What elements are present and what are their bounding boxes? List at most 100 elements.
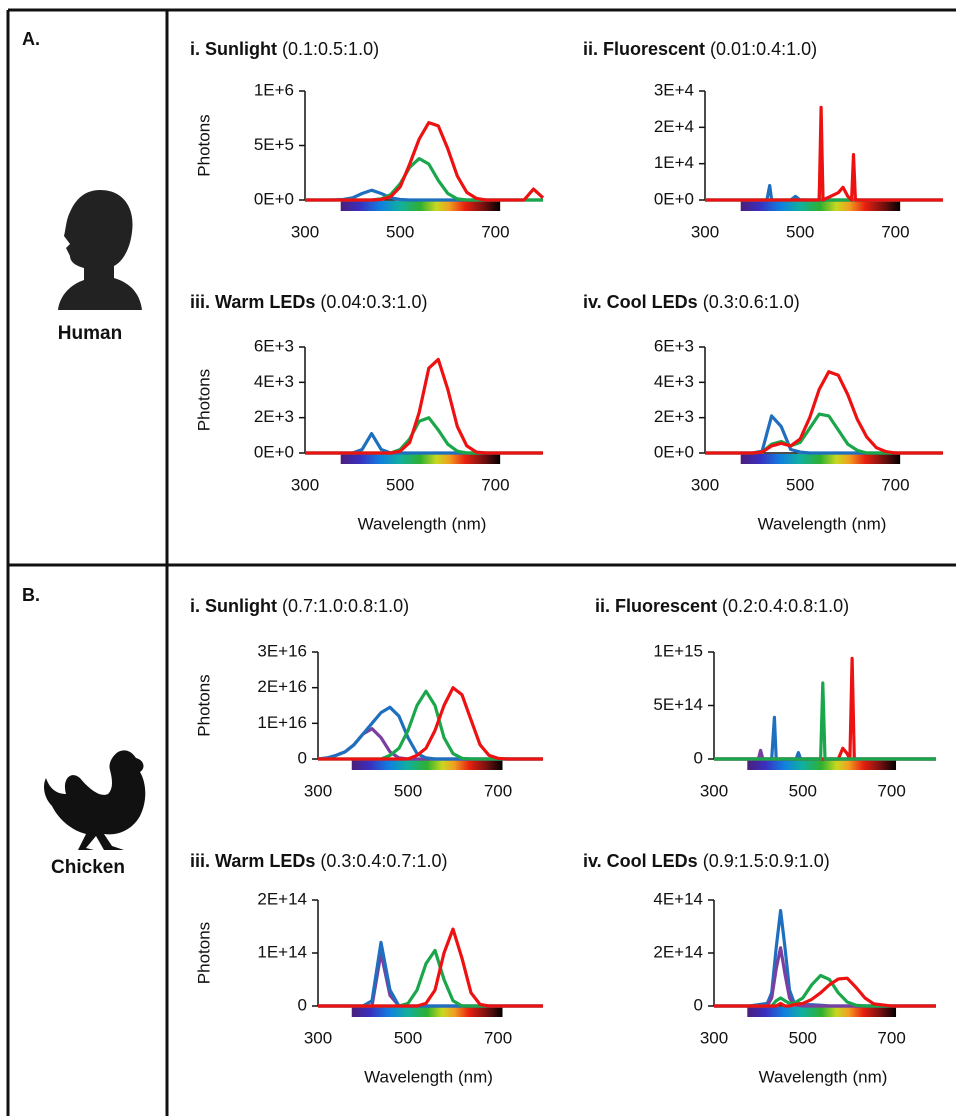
spectrum-line bbox=[305, 121, 545, 202]
spectrum-bar bbox=[740, 454, 901, 464]
title-main: ii. Fluorescent bbox=[583, 39, 705, 59]
title-main: iv. Cool LEDs bbox=[583, 851, 698, 871]
spectrum-bar bbox=[351, 1007, 503, 1017]
y-tick-label: 1E+6 bbox=[254, 80, 294, 99]
x-axis-label: Wavelength (nm) bbox=[358, 514, 487, 533]
organism-label: Human bbox=[58, 323, 122, 344]
spectrum-line bbox=[317, 705, 543, 761]
y-tick-label: 5E+14 bbox=[653, 695, 703, 714]
y-tick-label: 1E+16 bbox=[257, 713, 307, 732]
title-ratio: (0.1:0.5:1.0) bbox=[282, 39, 379, 59]
chart-title: iii. Warm LEDs (0.04:0.3:1.0) bbox=[190, 292, 427, 312]
x-tick-label: 700 bbox=[881, 222, 909, 241]
chart-title: ii. Fluorescent (0.01:0.4:1.0) bbox=[583, 39, 817, 59]
spectrum-line bbox=[317, 727, 543, 761]
y-tick-label: 4E+3 bbox=[254, 372, 294, 391]
spectrum-line bbox=[705, 105, 943, 202]
organism-label: Chicken bbox=[51, 857, 125, 878]
spectrum-bar bbox=[747, 760, 897, 770]
x-tick-label: 300 bbox=[291, 222, 319, 241]
y-tick-label: 3E+4 bbox=[654, 80, 694, 99]
y-tick-label: 6E+3 bbox=[654, 336, 694, 355]
y-tick-label: 0E+0 bbox=[654, 189, 694, 208]
title-ratio: (0.7:1.0:0.8:1.0) bbox=[282, 596, 409, 616]
x-tick-label: 300 bbox=[700, 781, 728, 800]
title-main: iii. Warm LEDs bbox=[190, 292, 315, 312]
x-axis-label: Wavelength (nm) bbox=[759, 1067, 888, 1086]
y-tick-label: 4E+3 bbox=[654, 372, 694, 391]
x-axis-label: Wavelength (nm) bbox=[758, 514, 887, 533]
title-main: i. Sunlight bbox=[190, 39, 277, 59]
chart-title: i. Sunlight (0.1:0.5:1.0) bbox=[190, 39, 379, 59]
panel-label: B. bbox=[22, 585, 40, 605]
title-ratio: (0.3:0.4:0.7:1.0) bbox=[320, 851, 447, 871]
y-tick-label: 0 bbox=[694, 995, 703, 1014]
y-tick-label: 0E+0 bbox=[254, 442, 294, 461]
spectrum-line bbox=[305, 416, 543, 455]
y-tick-label: 2E+16 bbox=[257, 677, 307, 696]
y-tick-label: 2E+3 bbox=[254, 407, 294, 426]
x-tick-label: 300 bbox=[691, 475, 719, 494]
title-ratio: (0.04:0.3:1.0) bbox=[320, 292, 427, 312]
chart-title: i. Sunlight (0.7:1.0:0.8:1.0) bbox=[190, 596, 409, 616]
y-tick-label: 0 bbox=[694, 748, 703, 767]
spectrum-line bbox=[705, 412, 943, 455]
y-tick-label: 1E+15 bbox=[653, 641, 703, 660]
spectrum-bar bbox=[740, 201, 901, 211]
x-tick-label: 700 bbox=[484, 1028, 512, 1047]
spectrum-line bbox=[318, 686, 543, 761]
spectrum-line bbox=[318, 689, 543, 761]
x-tick-label: 500 bbox=[394, 1028, 422, 1047]
x-tick-label: 500 bbox=[786, 222, 814, 241]
spectrum-line bbox=[305, 157, 543, 202]
title-ratio: (0.9:1.5:0.9:1.0) bbox=[703, 851, 830, 871]
x-tick-label: 500 bbox=[786, 475, 814, 494]
y-tick-label: 4E+14 bbox=[653, 889, 703, 908]
spectrum-line bbox=[318, 927, 543, 1008]
title-main: iv. Cool LEDs bbox=[583, 292, 698, 312]
title-ratio: (0.01:0.4:1.0) bbox=[710, 39, 817, 59]
spectrum-line bbox=[705, 414, 943, 455]
x-tick-label: 700 bbox=[481, 222, 509, 241]
x-tick-label: 500 bbox=[789, 781, 817, 800]
title-ratio: (0.2:0.4:0.8:1.0) bbox=[722, 596, 849, 616]
chicken-icon bbox=[44, 750, 146, 850]
y-tick-label: 2E+3 bbox=[654, 407, 694, 426]
y-tick-label: 1E+4 bbox=[654, 153, 694, 172]
y-tick-label: 2E+14 bbox=[257, 889, 307, 908]
y-tick-label: 2E+4 bbox=[654, 117, 694, 136]
y-tick-label: 0 bbox=[298, 748, 307, 767]
x-tick-label: 700 bbox=[484, 781, 512, 800]
y-axis-label: Photons bbox=[194, 922, 213, 984]
y-tick-label: 3E+16 bbox=[257, 641, 307, 660]
y-tick-label: 6E+3 bbox=[254, 336, 294, 355]
y-tick-label: 0E+0 bbox=[254, 189, 294, 208]
spectrum-line bbox=[705, 370, 943, 455]
spectrum-line bbox=[305, 357, 543, 455]
x-tick-label: 500 bbox=[394, 781, 422, 800]
x-tick-label: 500 bbox=[386, 475, 414, 494]
chart-title: iv. Cool LEDs (0.3:0.6:1.0) bbox=[583, 292, 800, 312]
x-tick-label: 700 bbox=[481, 475, 509, 494]
panel-label: A. bbox=[22, 29, 40, 49]
y-tick-label: 1E+14 bbox=[257, 942, 307, 961]
x-tick-label: 300 bbox=[304, 781, 332, 800]
x-tick-label: 300 bbox=[700, 1028, 728, 1047]
y-axis-label: Photons bbox=[194, 674, 213, 736]
y-axis-label: Photons bbox=[194, 369, 213, 431]
title-main: i. Sunlight bbox=[190, 596, 277, 616]
spectrum-line bbox=[714, 909, 936, 1008]
spectrum-line bbox=[714, 681, 936, 761]
y-tick-label: 5E+5 bbox=[254, 135, 294, 154]
x-tick-label: 700 bbox=[881, 475, 909, 494]
y-tick-label: 2E+14 bbox=[653, 942, 703, 961]
x-tick-label: 700 bbox=[877, 1028, 905, 1047]
human-icon bbox=[58, 190, 142, 310]
spectrum-bar bbox=[747, 1007, 897, 1017]
y-axis-label: Photons bbox=[194, 114, 213, 176]
title-main: ii. Fluorescent bbox=[595, 596, 717, 616]
x-tick-label: 500 bbox=[386, 222, 414, 241]
spectrum-bar bbox=[340, 454, 501, 464]
